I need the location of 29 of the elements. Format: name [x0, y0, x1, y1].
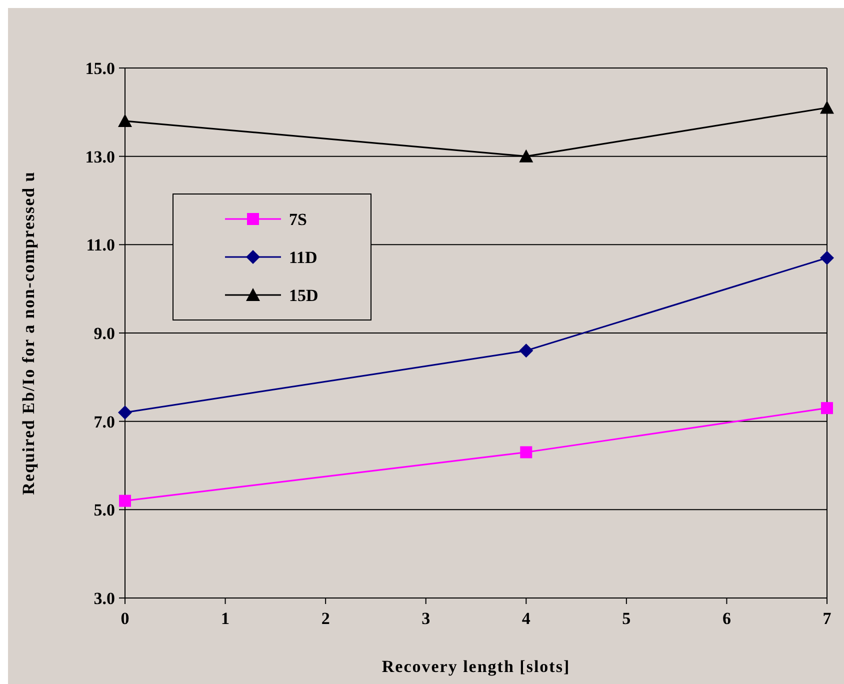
point	[118, 114, 132, 127]
x-tick-label: 3	[422, 609, 430, 628]
x-tick-label: 0	[120, 609, 130, 628]
y-tick-label: 9.0	[94, 324, 115, 343]
point	[520, 446, 532, 458]
x-tick-label: 6	[722, 609, 731, 628]
point	[519, 344, 534, 358]
point	[119, 494, 131, 507]
legend-label: 7S	[289, 210, 307, 229]
x-tick-label: 2	[321, 609, 330, 628]
point	[820, 100, 834, 114]
x-tick-label: 1	[221, 609, 230, 628]
y-tick-label: 15.0	[85, 59, 115, 78]
point	[821, 402, 833, 414]
y-axis-title: Required Eb/Io for a non-compressed u	[19, 171, 38, 495]
y-tick-label: 7.0	[94, 412, 115, 432]
y-tick-label: 3.0	[94, 589, 115, 608]
x-tick-label: 7	[822, 609, 832, 628]
y-tick-label: 5.0	[94, 500, 115, 520]
legend-label: 11D	[289, 248, 318, 267]
x-tick-label: 4	[522, 609, 531, 628]
y-tick-label: 13.0	[85, 147, 115, 166]
x-axis-title: Recovery length [slots]	[382, 657, 570, 676]
legend-label: 15D	[289, 286, 318, 305]
y-tick-label: 11.0	[86, 236, 115, 255]
x-tick-label: 5	[622, 609, 631, 628]
point	[519, 149, 534, 162]
point	[118, 406, 132, 420]
point	[820, 250, 834, 265]
